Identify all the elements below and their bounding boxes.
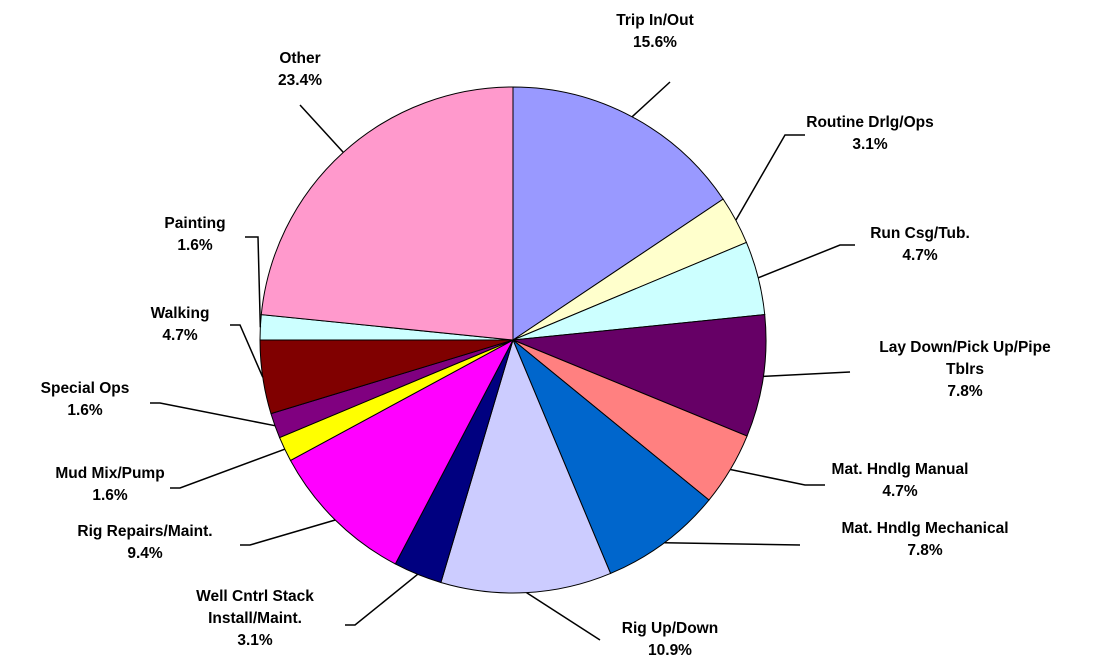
leader-line	[664, 542, 801, 546]
category-label: Routine Drlg/Ops	[806, 114, 934, 131]
value-label: 3.1%	[852, 136, 888, 153]
value-label: 7.8%	[907, 542, 943, 559]
value-label: 10.9%	[648, 642, 692, 659]
category-label: Walking	[150, 305, 210, 322]
value-label: 7.8%	[947, 383, 983, 400]
leader-line	[245, 236, 262, 328]
slice-label: Lay Down/Pick Up/Pipe Tblrs 7.8%	[870, 337, 1060, 403]
category-label: Well Cntrl Stack Install/Maint.	[196, 588, 314, 627]
category-label: Trip In/Out	[616, 12, 694, 29]
category-label: Special Ops	[40, 380, 130, 397]
leader-line	[240, 519, 336, 546]
value-label: 4.7%	[882, 483, 918, 500]
category-label: Mud Mix/Pump	[55, 465, 165, 482]
slice-label: Other 23.4%	[278, 48, 322, 92]
slice-label: Mat. Hndlg Mechanical 7.8%	[841, 518, 1008, 562]
category-label: Mat. Hndlg Mechanical	[841, 520, 1009, 537]
slice-label: Special Ops 1.6%	[41, 378, 130, 422]
leader-line	[763, 371, 851, 378]
value-label: 4.7%	[162, 327, 198, 344]
slice-label: Mat. Hndlg Manual 4.7%	[832, 459, 969, 503]
slice-label: Rig Up/Down 10.9%	[622, 618, 718, 662]
slice-label: Mud Mix/Pump 1.6%	[55, 463, 164, 507]
slice-label: Painting 1.6%	[164, 213, 225, 257]
category-label: Lay Down/Pick Up/Pipe Tblrs	[879, 339, 1051, 378]
leader-line	[230, 324, 264, 378]
value-label: 23.4%	[278, 72, 322, 89]
slice-label: Routine Drlg/Ops 3.1%	[806, 112, 933, 156]
pie-slice	[260, 86, 514, 341]
value-label: 9.4%	[127, 545, 163, 562]
category-label: Other	[279, 50, 321, 67]
pie-slice	[512, 339, 710, 575]
pie-slice	[512, 86, 724, 341]
category-label: Rig Up/Down	[621, 620, 719, 637]
leader-line	[150, 402, 276, 427]
value-label: 1.6%	[92, 487, 128, 504]
slice-label: Run Csg/Tub. 4.7%	[870, 223, 970, 267]
leader-line	[631, 81, 671, 118]
category-label: Rig Repairs/Maint.	[77, 523, 213, 540]
leader-line	[170, 448, 286, 489]
leader-line	[299, 104, 344, 153]
category-label: Run Csg/Tub.	[870, 225, 970, 242]
value-label: 4.7%	[902, 247, 938, 264]
value-label: 15.6%	[633, 34, 677, 51]
slice-label: Well Cntrl Stack Install/Maint. 3.1%	[175, 586, 335, 652]
slice-label: Trip In/Out 15.6%	[616, 10, 694, 54]
leader-line	[735, 134, 805, 221]
value-label: 3.1%	[237, 632, 273, 649]
leader-line	[526, 592, 601, 641]
value-label: 1.6%	[177, 237, 213, 254]
leader-line	[345, 573, 419, 626]
leader-line	[730, 468, 825, 486]
category-label: Painting	[164, 215, 226, 232]
value-label: 1.6%	[67, 402, 103, 419]
leader-line	[757, 244, 855, 279]
category-label: Mat. Hndlg Manual	[831, 461, 969, 478]
slice-label: Walking 4.7%	[151, 303, 210, 347]
slice-label: Rig Repairs/Maint. 9.4%	[77, 521, 212, 565]
